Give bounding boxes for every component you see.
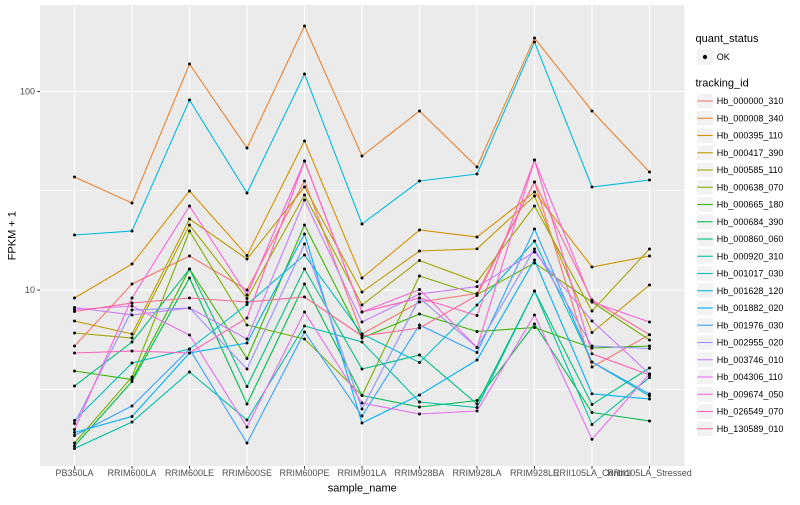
svg-text:RRII105LA_Control: RRII105LA_Control <box>553 468 631 478</box>
svg-text:Hb_000008_340: Hb_000008_340 <box>717 113 784 123</box>
svg-text:Hb_004306_110: Hb_004306_110 <box>717 372 783 382</box>
svg-text:Hb_001628_120: Hb_001628_120 <box>717 286 784 296</box>
svg-text:Hb_026549_070: Hb_026549_070 <box>717 407 784 417</box>
svg-text:Hb_000000_310: Hb_000000_310 <box>717 96 784 106</box>
svg-text:Hb_000395_110: Hb_000395_110 <box>717 131 783 141</box>
svg-text:Hb_002955_020: Hb_002955_020 <box>717 338 784 348</box>
svg-text:Hb_000920_310: Hb_000920_310 <box>717 251 784 261</box>
svg-text:Hb_000860_060: Hb_000860_060 <box>717 234 784 244</box>
svg-text:RRIM600PE: RRIM600PE <box>279 468 329 478</box>
svg-text:Hb_001017_030: Hb_001017_030 <box>717 269 784 279</box>
svg-text:Hb_130589_010: Hb_130589_010 <box>717 424 784 434</box>
svg-text:Hb_001882_020: Hb_001882_020 <box>717 303 784 313</box>
svg-text:RRIM928LE: RRIM928LE <box>510 468 559 478</box>
svg-text:quant_status: quant_status <box>696 33 759 45</box>
svg-text:RRIM928BA: RRIM928BA <box>394 468 444 478</box>
svg-text:Hb_009674_050: Hb_009674_050 <box>717 389 784 399</box>
svg-text:100: 100 <box>20 87 35 97</box>
svg-text:sample_name: sample_name <box>328 483 397 495</box>
svg-text:RRIM928LA: RRIM928LA <box>452 468 501 478</box>
svg-text:RRII105LA_Stressed: RRII105LA_Stressed <box>607 468 692 478</box>
svg-text:Hb_000684_390: Hb_000684_390 <box>717 217 784 227</box>
svg-text:Hb_003746_010: Hb_003746_010 <box>717 355 784 365</box>
svg-text:RRIM600LE: RRIM600LE <box>165 468 214 478</box>
svg-text:Hb_000417_390: Hb_000417_390 <box>717 148 784 158</box>
svg-text:tracking_id: tracking_id <box>696 78 749 90</box>
svg-text:Hb_001976_030: Hb_001976_030 <box>717 320 784 330</box>
svg-text:Hb_000585_110: Hb_000585_110 <box>717 165 783 175</box>
svg-text:RRIM901LA: RRIM901LA <box>337 468 386 478</box>
svg-text:FPKM + 1: FPKM + 1 <box>7 211 19 260</box>
svg-text:RRIM600SE: RRIM600SE <box>222 468 272 478</box>
svg-text:RRIM600LA: RRIM600LA <box>107 468 156 478</box>
svg-text:Hb_000665_180: Hb_000665_180 <box>717 200 784 210</box>
svg-text:OK: OK <box>717 52 730 62</box>
svg-text:10: 10 <box>25 285 35 295</box>
svg-text:PB350LA: PB350LA <box>55 468 93 478</box>
svg-text:Hb_000638_070: Hb_000638_070 <box>717 182 784 192</box>
